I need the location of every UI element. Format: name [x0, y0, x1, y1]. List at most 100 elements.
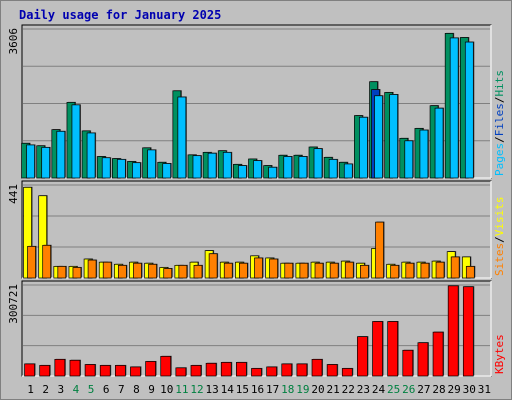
x-tick-label: 16 — [251, 383, 264, 396]
bar-kbytes-22 — [341, 368, 353, 377]
bar-pages-12 — [192, 155, 202, 179]
x-tick-label: 7 — [118, 383, 125, 396]
bar-pages-27 — [419, 129, 429, 179]
legend-item-visits: Visits — [493, 197, 506, 237]
bar-kbytes-19 — [296, 363, 308, 377]
x-tick-label: 14 — [221, 383, 235, 396]
bar-sites-27 — [420, 262, 430, 279]
bar-sites-16 — [254, 257, 263, 279]
x-tick-label: 15 — [236, 383, 249, 396]
x-tick-label: 17 — [266, 383, 279, 396]
ymax-label: 441 — [7, 184, 20, 204]
bar-sites-26 — [405, 262, 415, 279]
x-tick-label: 30 — [463, 383, 476, 396]
bar-sites-21 — [329, 262, 339, 279]
bar-kbytes-29 — [447, 285, 459, 377]
bar-sites-1 — [27, 246, 36, 279]
x-tick-label: 1 — [27, 383, 34, 396]
ymax-label: 3606 — [7, 28, 20, 55]
legend-separator: / — [493, 97, 506, 104]
bar-pages-15 — [238, 165, 247, 179]
bar-kbytes-25 — [387, 321, 399, 377]
bar-kbytes-1 — [24, 363, 35, 377]
legend-separator: / — [493, 236, 506, 243]
bar-sites-12 — [193, 264, 203, 279]
x-tick-label: 24 — [372, 383, 386, 396]
legend-item-hits: Hits — [493, 70, 506, 97]
bar-pages-29 — [449, 37, 459, 179]
x-tick-label: 9 — [148, 383, 155, 396]
legend-middle: Sites/Visits — [493, 197, 506, 277]
x-tick-label: 19 — [296, 383, 309, 396]
x-tick-label: 28 — [432, 383, 445, 396]
bar-pages-16 — [253, 160, 262, 179]
bar-sites-5 — [87, 259, 97, 279]
bar-kbytes-8 — [130, 366, 141, 377]
bar-kbytes-20 — [311, 359, 323, 377]
bar-kbytes-18 — [281, 363, 293, 377]
bar-pages-9 — [147, 149, 156, 179]
bar-sites-7 — [117, 264, 127, 279]
legend-item-kbytes: KBytes — [493, 334, 506, 374]
x-tick-label: 10 — [160, 383, 173, 396]
bar-sites-24 — [375, 221, 384, 279]
bar-sites-3 — [57, 266, 67, 279]
bar-sites-25 — [390, 264, 400, 279]
bar-pages-1 — [26, 144, 35, 179]
bar-kbytes-16 — [251, 368, 262, 377]
bar-sites-8 — [133, 262, 142, 279]
bar-sites-23 — [360, 264, 369, 279]
bar-kbytes-2 — [39, 365, 51, 377]
bar-pages-20 — [313, 148, 323, 179]
bar-pages-25 — [389, 94, 399, 179]
bar-kbytes-10 — [160, 355, 172, 377]
bar-kbytes-12 — [190, 365, 202, 377]
bar-sites-17 — [269, 258, 278, 279]
x-tick-label: 22 — [342, 383, 355, 396]
bar-kbytes-9 — [145, 361, 156, 377]
bar-kbytes-4 — [69, 359, 81, 377]
legend-separator: / — [493, 136, 506, 143]
bar-sites-22 — [344, 261, 354, 279]
bar-pages-28 — [434, 107, 444, 179]
bar-sites-20 — [314, 262, 324, 279]
bar-pages-7 — [116, 159, 126, 179]
bar-kbytes-11 — [175, 367, 187, 377]
legend-item-files: Files — [493, 103, 506, 136]
x-tick-label: 8 — [133, 383, 140, 396]
x-tick-label: 20 — [311, 383, 324, 396]
bar-kbytes-7 — [114, 365, 126, 377]
bar-pages-6 — [101, 157, 111, 179]
bar-sites-29 — [450, 256, 460, 279]
bar-pages-18 — [283, 156, 293, 179]
bar-pages-14 — [222, 152, 232, 179]
bar-pages-2 — [41, 147, 51, 179]
bar-sites-11 — [178, 264, 188, 279]
bar-sites-28 — [435, 261, 445, 279]
x-tick-label: 23 — [357, 383, 370, 396]
x-tick-label: 12 — [190, 383, 203, 396]
bar-pages-23 — [359, 116, 368, 179]
bar-kbytes-23 — [357, 336, 368, 377]
bar-sites-2 — [42, 244, 52, 279]
bar-kbytes-5 — [84, 364, 96, 377]
bar-pages-3 — [56, 130, 66, 179]
bar-pages-8 — [132, 162, 141, 179]
bar-kbytes-14 — [220, 362, 232, 377]
legend-bottom: KBytes — [493, 334, 506, 374]
bar-pages-13 — [207, 152, 217, 179]
bar-kbytes-17 — [266, 366, 277, 377]
bar-pages-19 — [298, 156, 308, 179]
x-tick-label: 6 — [103, 383, 110, 396]
bar-pages-30 — [464, 41, 474, 179]
bar-kbytes-6 — [99, 365, 111, 377]
x-tick-label: 11 — [175, 383, 188, 396]
bar-pages-11 — [177, 96, 187, 179]
bar-pages-4 — [71, 104, 81, 179]
bar-sites-10 — [163, 268, 173, 279]
bar-kbytes-27 — [417, 342, 429, 377]
bar-pages-26 — [404, 140, 414, 179]
bar-pages-10 — [162, 163, 172, 179]
x-tick-label: 3 — [58, 383, 65, 396]
legend-item-sites: Sites — [493, 243, 506, 276]
